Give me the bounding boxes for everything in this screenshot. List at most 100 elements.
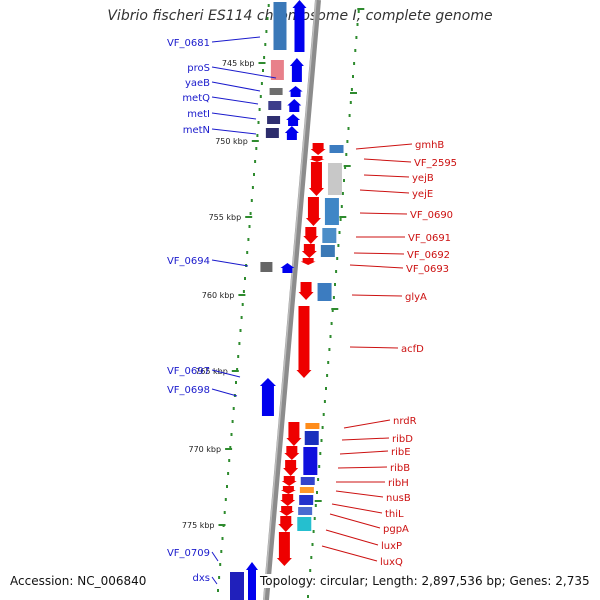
track-dot xyxy=(229,446,232,449)
forward-gene-arrow xyxy=(284,126,299,140)
accession-label: Accession: NC_006840 xyxy=(8,574,149,588)
track-dot xyxy=(312,530,315,533)
scale-tick xyxy=(218,524,226,526)
reverse-gene-arrow xyxy=(310,143,326,155)
track-dot xyxy=(246,251,249,254)
scale-label: 750 kbp xyxy=(215,137,248,146)
track-dot xyxy=(224,498,227,501)
label-leader-line xyxy=(339,450,389,455)
forward-gene-arrow xyxy=(289,58,304,82)
label-leader-line xyxy=(337,466,388,469)
scale-tick xyxy=(245,216,253,218)
track-dot xyxy=(332,296,335,299)
scale-label: 760 kbp xyxy=(202,291,235,300)
label-leader-line xyxy=(363,174,410,178)
gene-color-box xyxy=(300,477,315,485)
track-dot xyxy=(344,166,347,169)
backbone-line xyxy=(263,0,321,600)
scale-tick xyxy=(225,448,233,450)
scale-tick xyxy=(258,62,266,64)
forward-gene-label: metI xyxy=(187,109,210,120)
scale-label: 775 kbp xyxy=(182,521,215,530)
gene-color-box xyxy=(268,101,282,110)
label-leader-line xyxy=(211,112,257,120)
track-dot xyxy=(226,485,228,488)
track-dot xyxy=(266,17,269,20)
track-dot xyxy=(242,290,245,293)
gene-color-box xyxy=(320,245,335,257)
track-dot xyxy=(335,270,338,273)
track-dot xyxy=(257,121,260,124)
gene-color-box xyxy=(304,431,319,445)
track-dot xyxy=(319,452,322,455)
track-dot xyxy=(331,309,334,312)
track-dot xyxy=(221,537,224,540)
label-leader-line xyxy=(211,388,238,397)
track-dot xyxy=(227,472,230,475)
track-dot xyxy=(258,108,261,111)
gene-color-box xyxy=(273,2,287,50)
reverse-gene-label: VF_0693 xyxy=(406,264,449,275)
reverse-gene-arrow xyxy=(301,244,317,258)
track-dot xyxy=(223,511,226,514)
track-dot xyxy=(353,62,356,65)
track-dot xyxy=(339,218,342,221)
reverse-gene-arrow xyxy=(309,156,325,162)
track-dot xyxy=(345,153,348,156)
track-dot xyxy=(236,368,239,371)
track-dot xyxy=(256,134,259,137)
track-dot xyxy=(328,348,331,351)
track-dot xyxy=(307,595,309,598)
reverse-gene-arrow xyxy=(296,306,312,378)
gene-color-box xyxy=(260,262,273,272)
gene-color-box xyxy=(297,517,312,531)
reverse-gene-label: yejE xyxy=(412,189,433,200)
track-dot xyxy=(317,478,320,481)
track-tick xyxy=(350,92,357,94)
reverse-gene-arrow xyxy=(280,494,296,506)
track-dot xyxy=(334,283,336,286)
track-dot xyxy=(235,381,237,384)
gene-color-box xyxy=(267,116,281,124)
scale-label: 755 kbp xyxy=(209,213,242,222)
track-dot xyxy=(232,407,235,410)
track-dot xyxy=(309,569,312,572)
label-leader-line xyxy=(211,81,261,92)
track-dot xyxy=(341,192,344,195)
track-dot xyxy=(254,160,257,163)
label-leader-line xyxy=(355,143,413,150)
label-leader-line xyxy=(321,545,378,562)
track-dot xyxy=(218,576,221,579)
reverse-gene-arrow xyxy=(284,446,300,460)
scale-tick xyxy=(238,294,246,296)
reverse-gene-arrow xyxy=(286,422,302,446)
forward-gene-label: proS xyxy=(187,63,210,74)
forward-gene-arrow xyxy=(280,263,295,273)
forward-gene-label: VF_0698 xyxy=(167,385,210,396)
forward-gene-arrow xyxy=(288,86,303,97)
reverse-gene-label: VF_0691 xyxy=(408,233,451,244)
track-dot xyxy=(217,589,219,592)
track-dot xyxy=(263,56,266,59)
label-leader-line xyxy=(349,346,399,349)
forward-gene-arrow xyxy=(287,99,302,112)
track-dot xyxy=(244,277,246,280)
reverse-gene-arrow xyxy=(279,506,295,516)
label-leader-line xyxy=(211,551,219,562)
reverse-gene-arrow xyxy=(308,162,324,196)
track-dot xyxy=(220,550,223,553)
track-dot xyxy=(340,205,343,208)
label-leader-line xyxy=(351,294,403,297)
forward-gene-label: VF_0694 xyxy=(167,256,210,267)
label-leader-line xyxy=(211,36,261,43)
track-dot xyxy=(314,504,317,507)
track-dot xyxy=(238,342,241,345)
gene-color-box xyxy=(299,495,314,505)
track-dot xyxy=(322,413,325,416)
reverse-gene-label: VF_0692 xyxy=(407,250,450,261)
reverse-gene-label: nusB xyxy=(386,493,411,504)
reverse-gene-label: luxP xyxy=(381,541,402,552)
reverse-gene-label: yejB xyxy=(412,173,434,184)
scale-tick xyxy=(231,370,239,372)
